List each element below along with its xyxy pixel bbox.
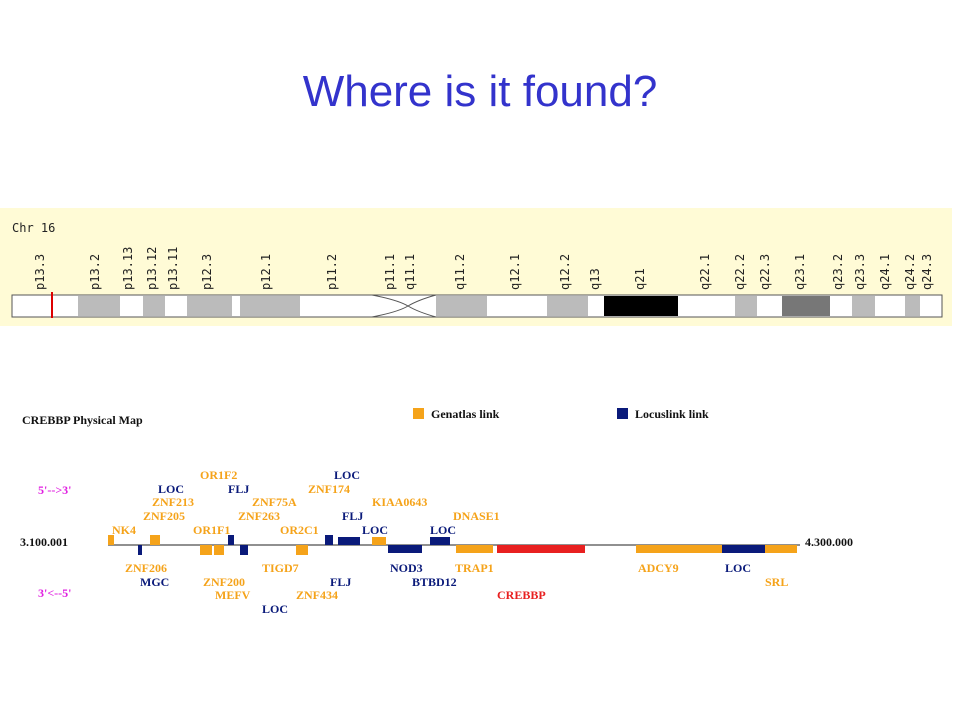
gene-label: ZNF434 <box>296 588 338 602</box>
band-label: q22.2 <box>733 254 747 290</box>
gene-label: SRL <box>765 575 788 589</box>
ideogram <box>11 292 943 318</box>
gene-label: ZNF263 <box>238 509 280 523</box>
gene-label: FLJ <box>228 482 249 496</box>
legend-label: Genatlas link <box>431 407 500 421</box>
legend-label: Locuslink link <box>635 407 709 421</box>
strand-forward: 5'-->3' <box>38 483 72 497</box>
map-title: CREBBP Physical Map <box>22 413 143 427</box>
centromere <box>371 294 437 318</box>
band-label: q12.1 <box>508 254 522 290</box>
gene-label: TIGD7 <box>262 561 299 575</box>
gene-label: DNASE1 <box>453 509 500 523</box>
band-label: p13.3 <box>33 254 47 290</box>
band-label: q24.3 <box>920 254 934 290</box>
gene-label: BTBD12 <box>412 575 457 589</box>
band-label: p13.12 <box>145 247 159 290</box>
gene-label: LOC <box>334 468 360 482</box>
map-track <box>108 535 800 555</box>
band-label: q21 <box>633 268 647 290</box>
band-label: p11.1 <box>383 254 397 290</box>
band-label: q22.3 <box>758 254 772 290</box>
band-label: p13.13 <box>121 247 135 290</box>
band-label: q23.1 <box>793 254 807 290</box>
chromosome-label: Chr 16 <box>12 221 55 235</box>
gene-label: CREBBP <box>497 588 546 602</box>
band-label: q22.1 <box>698 254 712 290</box>
band-label: q23.3 <box>853 254 867 290</box>
band-label: p12.1 <box>259 254 273 290</box>
gene-label: OR1F2 <box>200 468 237 482</box>
gene-label: ADCY9 <box>638 561 679 575</box>
gene-label: FLJ <box>342 509 363 523</box>
gene-label: LOC <box>725 561 751 575</box>
band-label: p12.3 <box>200 254 214 290</box>
gene-label: MGC <box>140 575 169 589</box>
gene-label: FLJ <box>330 575 351 589</box>
gene-label: ZNF200 <box>203 575 245 589</box>
band-label: q12.2 <box>558 254 572 290</box>
band-label: q13 <box>588 268 602 290</box>
gene-label: ZNF75A <box>252 495 297 509</box>
band-label: p13.11 <box>166 247 180 290</box>
gene-label: ZNF213 <box>152 495 194 509</box>
gene-label: OR2C1 <box>280 523 319 537</box>
gene-label: LOC <box>262 602 288 616</box>
band-label: q11.2 <box>453 254 467 290</box>
gene-label: NK4 <box>112 523 136 537</box>
gene-label: MEFV <box>215 588 251 602</box>
gene-label: KIAA0643 <box>372 495 427 509</box>
band-label: q11.1 <box>403 254 417 290</box>
gene-label: ZNF205 <box>143 509 185 523</box>
band-label: q24.1 <box>878 254 892 290</box>
legend-swatch <box>617 408 628 419</box>
legend-swatch <box>413 408 424 419</box>
gene-label: OR1F1 <box>193 523 230 537</box>
start-coordinate: 3.100.001 <box>20 535 68 549</box>
band-label: p13.2 <box>88 254 102 290</box>
gene-label: NOD3 <box>390 561 423 575</box>
band-label: q24.2 <box>903 254 917 290</box>
gene-label: TRAP1 <box>455 561 494 575</box>
gene-label: LOC <box>158 482 184 496</box>
band-label: p11.2 <box>325 254 339 290</box>
end-coordinate: 4.300.000 <box>805 535 853 549</box>
gene-blocks <box>108 535 797 555</box>
band-shading <box>78 296 920 316</box>
slide-title: Where is it found? <box>303 67 658 116</box>
band-label: q23.2 <box>831 254 845 290</box>
gene-label: ZNF174 <box>308 482 350 496</box>
strand-reverse: 3'<--5' <box>38 586 72 600</box>
gene-label: ZNF206 <box>125 561 167 575</box>
gene-label: LOC <box>362 523 388 537</box>
gene-label: LOC <box>430 523 456 537</box>
